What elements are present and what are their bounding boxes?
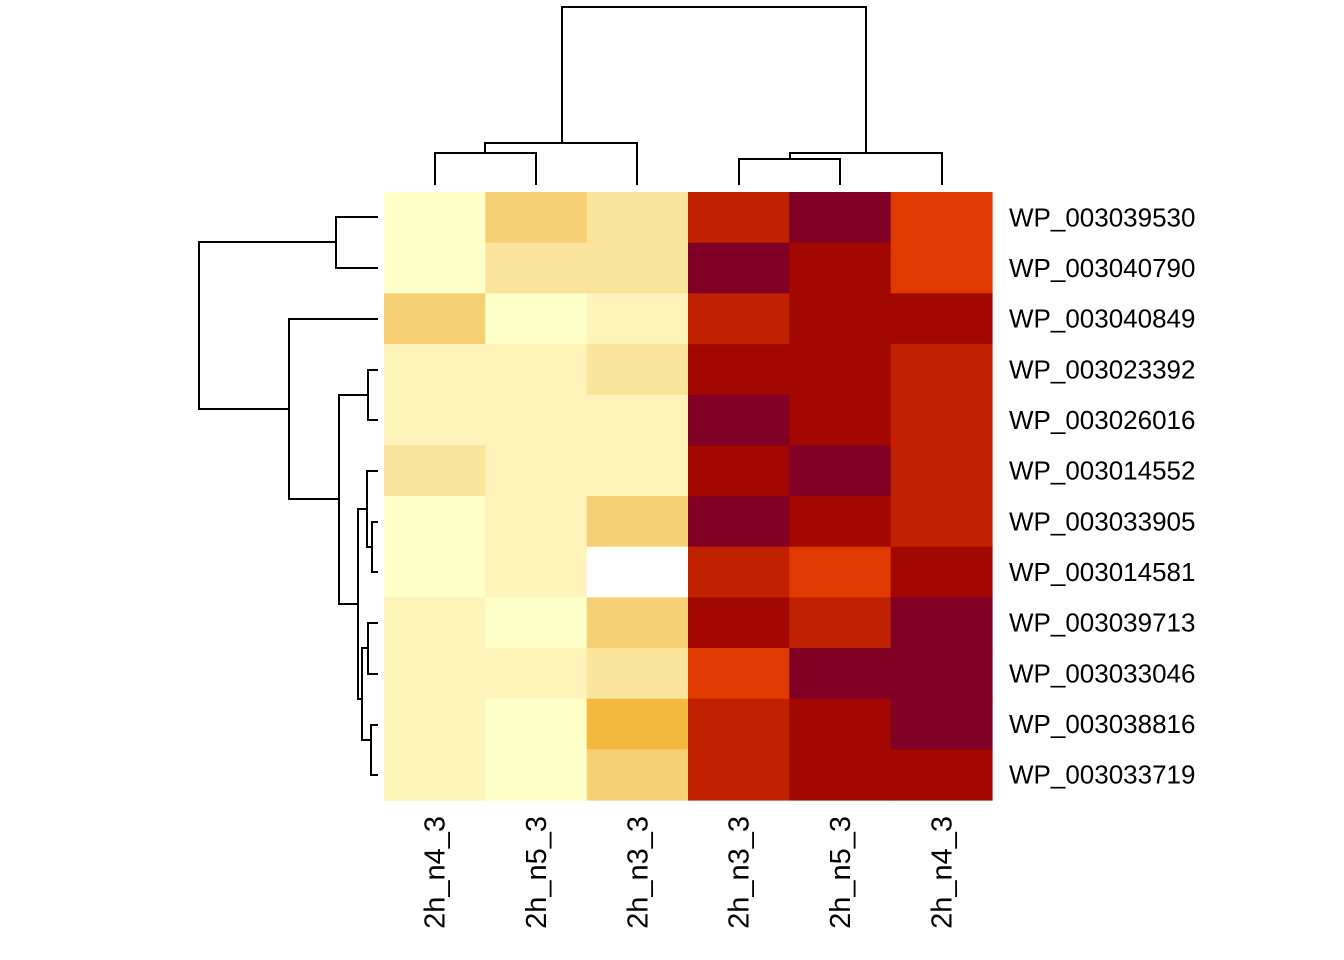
heatmap-cell bbox=[586, 648, 689, 700]
heatmap-cell bbox=[890, 648, 993, 700]
heatmap-cell bbox=[485, 344, 588, 396]
heatmap-cell bbox=[789, 698, 892, 750]
heatmap-cell bbox=[586, 546, 689, 598]
row-label: WP_003040849 bbox=[1009, 304, 1195, 334]
heatmap-cell bbox=[485, 445, 588, 497]
row-label: WP_003014581 bbox=[1009, 557, 1195, 587]
heatmap-cell bbox=[890, 496, 993, 548]
heatmap-cell bbox=[586, 192, 689, 244]
heatmap-cell bbox=[890, 293, 993, 345]
heatmap-cell bbox=[384, 698, 486, 750]
heatmap-cell bbox=[688, 496, 790, 548]
row-label: WP_003039713 bbox=[1009, 608, 1195, 638]
heatmap-cell bbox=[586, 293, 689, 345]
heatmap-cell bbox=[485, 496, 588, 548]
column-dendrogram bbox=[434, 6, 943, 185]
heatmap-cell bbox=[586, 344, 689, 396]
row-label: WP_003023392 bbox=[1009, 354, 1195, 384]
heatmap-cell bbox=[485, 192, 588, 244]
heatmap-cell bbox=[384, 293, 486, 345]
heatmap-cell bbox=[890, 698, 993, 750]
heatmap-cell bbox=[688, 597, 790, 649]
heatmap-cell bbox=[384, 344, 486, 396]
heatmap-cell bbox=[485, 293, 588, 345]
row-label: WP_003040790 bbox=[1009, 253, 1195, 283]
row-label: WP_003038816 bbox=[1009, 709, 1195, 739]
heatmap-cell bbox=[384, 749, 486, 801]
heatmap-cell bbox=[485, 546, 588, 598]
heatmap-cell bbox=[485, 242, 588, 294]
heatmap-cell bbox=[586, 698, 689, 750]
row-label: WP_003026016 bbox=[1009, 405, 1195, 435]
heatmap-cell bbox=[586, 496, 689, 548]
heatmap-cell bbox=[789, 648, 892, 700]
row-label: WP_003033719 bbox=[1009, 760, 1195, 790]
heatmap-cell bbox=[586, 749, 689, 801]
row-label: WP_003014552 bbox=[1009, 456, 1195, 486]
heatmap-cell bbox=[586, 597, 689, 649]
heatmap-cell bbox=[586, 394, 689, 446]
row-label: WP_003039530 bbox=[1009, 202, 1195, 232]
heatmap-cell bbox=[890, 749, 993, 801]
heatmap-cell bbox=[789, 445, 892, 497]
heatmap-cell bbox=[688, 344, 790, 396]
heatmap-cell bbox=[789, 546, 892, 598]
heatmap-cell bbox=[384, 597, 486, 649]
heatmap-cell bbox=[890, 192, 993, 244]
heatmap-cell bbox=[688, 648, 790, 700]
heatmap-cell bbox=[384, 648, 486, 700]
heatmap-cell bbox=[789, 749, 892, 801]
column-label: 2h_n3_3 bbox=[724, 816, 756, 929]
heatmap-cell bbox=[890, 242, 993, 294]
heatmap-cell bbox=[586, 242, 689, 294]
heatmap-cell bbox=[688, 749, 790, 801]
heatmap-cell bbox=[789, 242, 892, 294]
heatmap-cell bbox=[384, 192, 486, 244]
heatmap-cell bbox=[890, 344, 993, 396]
heatmap-cell bbox=[688, 445, 790, 497]
heatmap-cell bbox=[890, 546, 993, 598]
heatmap-cell bbox=[789, 496, 892, 548]
heatmap-cell bbox=[485, 597, 588, 649]
row-label: WP_003033905 bbox=[1009, 506, 1195, 536]
heatmap-cell bbox=[789, 394, 892, 446]
heatmap-cell bbox=[890, 445, 993, 497]
heatmap-cell bbox=[384, 445, 486, 497]
heatmap-cell bbox=[789, 344, 892, 396]
heatmap-cell bbox=[688, 698, 790, 750]
heatmap-cell bbox=[688, 394, 790, 446]
heatmap-cell bbox=[688, 192, 790, 244]
heatmap-cell bbox=[890, 394, 993, 446]
column-label: 2h_n4_3 bbox=[420, 816, 452, 929]
heatmap-cell bbox=[890, 597, 993, 649]
heatmap-cell bbox=[384, 496, 486, 548]
column-label: 2h_n5_3 bbox=[521, 816, 553, 929]
column-label: 2h_n4_3 bbox=[926, 816, 958, 929]
heatmap-cell bbox=[485, 749, 588, 801]
heatmap-cell bbox=[384, 394, 486, 446]
row-label: WP_003033046 bbox=[1009, 658, 1195, 688]
heatmap-cell bbox=[688, 546, 790, 598]
heatmap-cell bbox=[485, 648, 588, 700]
heatmap-cells bbox=[384, 192, 993, 801]
heatmap-cell bbox=[789, 192, 892, 244]
heatmap-cell bbox=[789, 293, 892, 345]
heatmap-cell bbox=[485, 394, 588, 446]
heatmap-cell bbox=[384, 242, 486, 294]
heatmap-cell bbox=[384, 546, 486, 598]
heatmap-cell bbox=[688, 242, 790, 294]
heatmap-cell bbox=[688, 293, 790, 345]
heatmap-cell bbox=[485, 698, 588, 750]
heatmap-cell bbox=[586, 445, 689, 497]
row-dendrogram bbox=[198, 216, 378, 776]
column-label: 2h_n3_3 bbox=[622, 816, 654, 929]
heatmap-cell bbox=[789, 597, 892, 649]
column-label: 2h_n5_3 bbox=[825, 816, 857, 929]
